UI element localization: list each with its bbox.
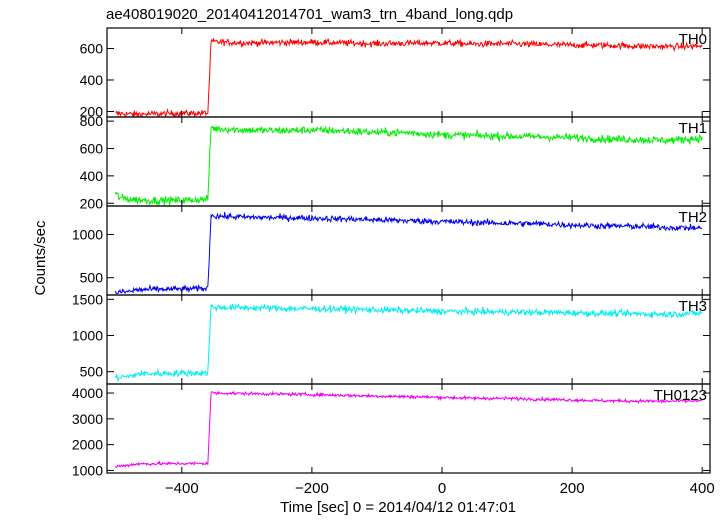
y-tick-label: 200: [80, 195, 104, 211]
x-tick-label: 400: [690, 480, 715, 497]
y-tick-label: 1000: [72, 462, 103, 478]
y-tick-label: 600: [80, 40, 104, 56]
series-label-th0: TH0: [679, 31, 707, 48]
series-label-th0123: TH0123: [654, 387, 707, 404]
y-tick-label: 1500: [72, 291, 103, 307]
y-tick-label: 1000: [72, 328, 103, 344]
series-label-th3: TH3: [679, 298, 707, 315]
panel-th2: 500 1000 TH2: [72, 205, 711, 296]
y-axis-label: Counts/sec: [32, 220, 49, 296]
y-tick-label: 600: [80, 140, 104, 156]
y-tick-label: 1000: [72, 227, 103, 243]
x-axis: −400 −200 0 200 400: [165, 480, 715, 497]
chart-title: ae408019020_20140412014701_wam3_trn_4ban…: [106, 6, 513, 23]
x-tick-label: −200: [295, 480, 329, 497]
x-tick-label: 0: [438, 480, 446, 497]
series-line-th0: [115, 37, 703, 117]
panel-frame: [106, 116, 711, 207]
panel-frame: [106, 205, 711, 296]
y-tick-label: 400: [80, 168, 104, 184]
y-tick-label: 200: [80, 103, 104, 119]
y-tick-label: 3000: [72, 411, 103, 427]
panel-th1: 200 400 600 800 TH1: [80, 113, 711, 211]
x-tick-label: 200: [560, 480, 585, 497]
y-tick-label: 800: [80, 113, 104, 129]
y-tick-label: 400: [80, 72, 104, 88]
panel-th0: 200 400 600 TH0: [80, 27, 711, 119]
x-axis-label: Time [sec] 0 = 2014/04/12 01:47:01: [280, 499, 516, 516]
panel-frame: [106, 294, 711, 385]
panel-th0123: 1000 2000 3000 4000 TH0123: [72, 383, 711, 478]
series-line-th2: [114, 211, 703, 295]
panel-th3: 500 1000 1500 TH3: [72, 291, 711, 385]
x-tick-label: −400: [165, 480, 199, 497]
series-label-th1: TH1: [679, 120, 707, 137]
y-tick-label: 500: [80, 364, 104, 380]
y-tick-label: 500: [80, 270, 104, 286]
series-line-th3: [114, 303, 703, 383]
series-line-th1: [114, 125, 703, 206]
series-label-th2: TH2: [679, 209, 707, 226]
series-line-th0123: [115, 390, 703, 469]
panel-frame: [106, 383, 711, 474]
y-tick-label: 4000: [72, 385, 103, 401]
y-tick-label: 2000: [72, 437, 103, 453]
